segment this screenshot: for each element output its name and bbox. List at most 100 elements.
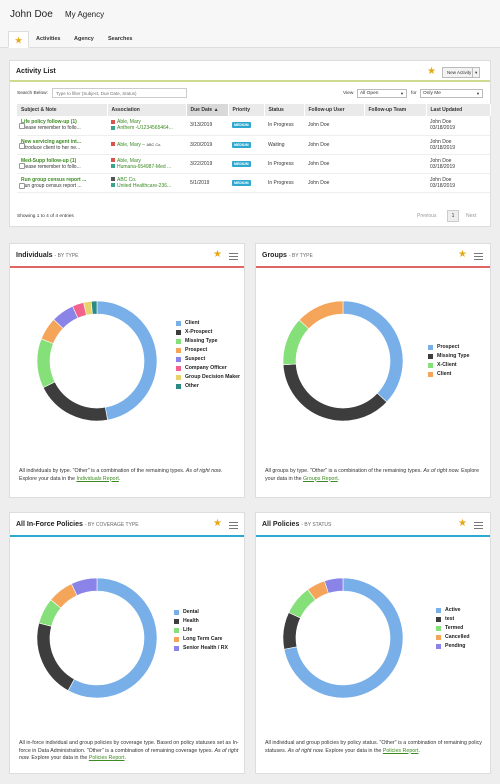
legend-swatch — [174, 627, 179, 633]
row-updated-date: 03/18/2019 — [430, 144, 456, 151]
favorite-star-icon[interactable]: ★ — [427, 66, 436, 77]
legend-swatch — [176, 383, 181, 389]
all-policies-donut-chart — [282, 577, 404, 699]
slice-missing-type[interactable] — [36, 338, 56, 388]
slice-senior-health-rx[interactable] — [71, 577, 98, 596]
pager-page-1[interactable]: 1 — [447, 210, 459, 222]
favorite-star-icon[interactable]: ★ — [458, 518, 467, 529]
column-followup-team[interactable]: Follow-up Team — [364, 104, 427, 116]
row-association-link[interactable]: Humana-654987-Med ... — [111, 164, 182, 170]
legend-label: Group Decision Maker — [185, 374, 241, 380]
legend-swatch — [176, 356, 181, 362]
slice-health[interactable] — [36, 622, 75, 691]
inforce-donut-chart — [36, 577, 158, 699]
favorite-star-icon[interactable]: ★ — [213, 249, 222, 260]
policy-icon — [111, 125, 115, 130]
row-association-link[interactable]: United Healthcare-236... — [111, 183, 182, 189]
tab-favorites[interactable]: ★ — [8, 31, 30, 48]
row-checkbox[interactable] — [19, 183, 25, 189]
slice-pending[interactable] — [324, 577, 344, 594]
individuals-description: All individuals by type. "Other" is a co… — [19, 468, 237, 483]
for-label: for — [411, 91, 417, 96]
search-label: Search Below: — [17, 91, 48, 96]
slice-x-client[interactable] — [282, 319, 310, 366]
groups-report-link[interactable]: Groups Report — [303, 475, 338, 482]
legend-swatch — [428, 362, 433, 368]
table-row[interactable]: New servicing agent int... Introduce clie… — [17, 135, 490, 155]
search-input[interactable] — [52, 88, 187, 98]
tab-searches[interactable]: Searches — [108, 36, 133, 42]
slice-prospect[interactable] — [342, 300, 404, 403]
slice-client[interactable] — [298, 300, 344, 330]
row-checkbox[interactable] — [19, 143, 25, 149]
desc-text: All individual and group policies by pol… — [265, 740, 482, 754]
groups-panel: Groups - BY TYPE ★ Prospect Missing Type X… — [255, 243, 491, 498]
assoc-policy: Humana-654987-Med ... — [117, 163, 172, 170]
column-association[interactable]: Association — [107, 104, 187, 116]
person-icon — [111, 119, 115, 124]
top-bar: John Doe My Agency — [0, 0, 500, 28]
inforce-title: All In-Force Policies - BY COVERAGE TYPE — [16, 521, 139, 528]
table-row[interactable]: Med-Supp follow-up (1) Please remember to… — [17, 154, 490, 174]
row-checkbox[interactable] — [19, 163, 25, 169]
row-association-link[interactable]: Able, Mary — [111, 119, 182, 125]
row-followup-team — [364, 154, 426, 174]
priority-badge: MEDIUM — [232, 141, 251, 148]
table-row[interactable]: Life policy follow-up (1) Please remember… — [17, 116, 490, 136]
view-select[interactable]: All Open ▼ — [357, 89, 407, 98]
tab-bar: ★ Activities Agency Searches — [0, 28, 500, 48]
row-association-link[interactable]: Able, Mary — [111, 158, 182, 164]
inforce-report-link[interactable]: Policies Report — [88, 755, 125, 761]
column-subject[interactable]: Subject & Note — [17, 104, 108, 116]
table-header-row: Subject & Note Association Due Date ▲ Pr… — [17, 104, 491, 116]
slice-x-prospect[interactable] — [42, 381, 108, 422]
tab-agency[interactable]: Agency — [74, 36, 94, 42]
new-activity-dropdown[interactable]: ▾ — [472, 67, 481, 78]
chevron-down-icon: ▼ — [476, 91, 480, 96]
tab-activities[interactable]: Activities — [36, 36, 61, 42]
slice-client[interactable] — [96, 300, 158, 421]
column-priority[interactable]: Priority — [228, 104, 265, 116]
all-policies-report-link[interactable]: Policies Report — [382, 747, 419, 754]
pager-previous[interactable]: Previous — [417, 213, 437, 219]
legend-label: Company Officer — [185, 365, 227, 371]
menu-icon[interactable] — [474, 253, 483, 260]
slice-missing-type[interactable] — [282, 363, 388, 422]
new-activity-label: New Activity — [447, 70, 472, 75]
inforce-title-text: All In-Force Policies — [16, 521, 83, 528]
row-checkbox[interactable] — [19, 123, 25, 129]
legend-swatch — [176, 338, 181, 344]
column-status[interactable]: Status — [264, 104, 305, 116]
panel-accent-line — [10, 266, 244, 268]
agency-name[interactable]: My Agency — [65, 10, 105, 19]
column-due-date[interactable]: Due Date ▲ — [186, 104, 229, 116]
column-followup-user[interactable]: Follow-up User — [304, 104, 365, 116]
row-status: In Progress — [264, 154, 304, 174]
row-association-link[interactable]: Anthem -U1234565464... — [111, 125, 182, 131]
all-policies-title: All Policies - BY STATUS — [262, 521, 331, 528]
menu-icon[interactable] — [474, 522, 483, 529]
slice-dental[interactable] — [67, 577, 158, 699]
individuals-report-link[interactable]: Individuals Report — [76, 475, 119, 482]
legend-label: Missing Type — [437, 353, 470, 359]
favorite-star-icon[interactable]: ★ — [458, 249, 467, 260]
pager-next[interactable]: Next — [466, 213, 477, 219]
slice-active[interactable] — [283, 577, 404, 699]
legend-label: Client — [437, 371, 452, 377]
row-note: Please remember to follo... — [21, 163, 81, 170]
inforce-legend: Dental Health Life Long Term Care Senior Hea… — [174, 609, 244, 669]
slice-test[interactable] — [282, 612, 301, 650]
menu-icon[interactable] — [229, 522, 238, 529]
for-select[interactable]: Only Me ▼ — [420, 89, 483, 98]
desc-end: . — [337, 475, 340, 482]
menu-icon[interactable] — [229, 253, 238, 260]
table-row[interactable]: Run group census report ... Run group cen… — [17, 173, 490, 193]
column-last-updated[interactable]: Last Updated — [426, 104, 491, 116]
row-association-link[interactable]: Able, Mary – ABC Co. — [111, 142, 182, 148]
assoc-name: Able, Mary — [117, 141, 141, 148]
row-association-link[interactable]: ABC Co. — [111, 177, 182, 183]
slice-other[interactable] — [90, 300, 98, 315]
row-followup-user: John Doe — [304, 116, 364, 136]
legend-label: Prospect — [185, 347, 208, 353]
favorite-star-icon[interactable]: ★ — [213, 518, 222, 529]
